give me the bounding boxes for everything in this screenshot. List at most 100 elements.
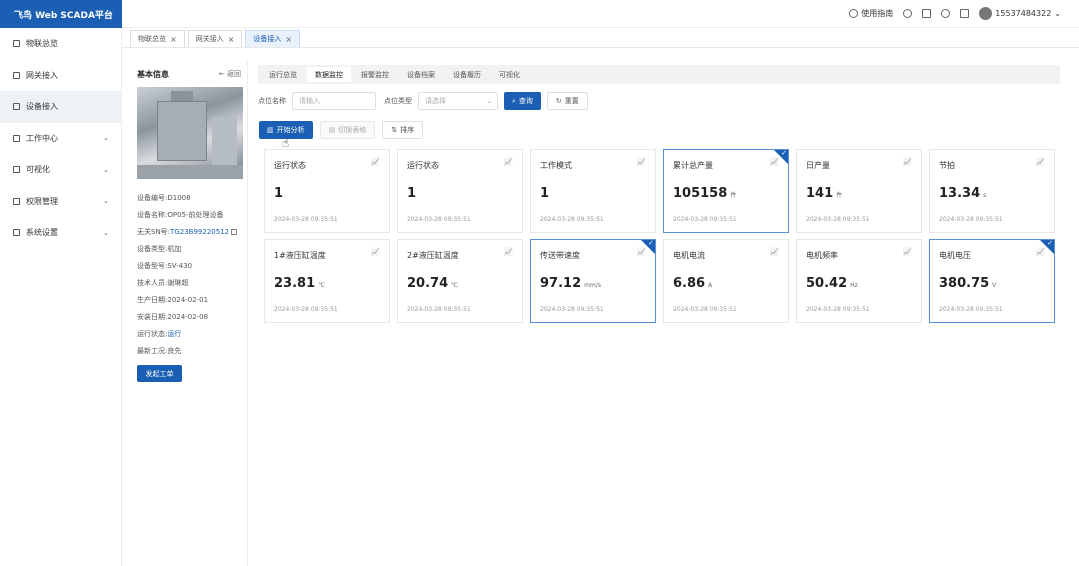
sidebar-item-6[interactable]: 系统设置 ⌄: [0, 217, 121, 249]
sub-tab-3[interactable]: 设备档案: [407, 70, 435, 79]
back-link[interactable]: ← 返回: [218, 70, 241, 78]
sidebar-item-label: 可视化: [26, 165, 50, 175]
table-icon: ▤: [328, 126, 336, 134]
trend-chart-icon[interactable]: 📈: [1036, 158, 1045, 166]
sidebar-item-3[interactable]: 工作中心 ⌄: [0, 123, 121, 155]
trend-chart-icon[interactable]: 📈: [371, 158, 380, 166]
data-card[interactable]: 电机电流 📈 6.86 A 2024-03-28 09:35:51: [663, 239, 789, 323]
trend-chart-icon[interactable]: 📈: [637, 248, 646, 256]
card-unit: ℃: [318, 282, 325, 289]
info-row: 技术人员: 谢琳超: [137, 274, 241, 291]
trend-chart-icon[interactable]: 📈: [903, 158, 912, 166]
trend-chart-icon[interactable]: 📈: [637, 158, 646, 166]
sidebar-item-label: 网关接入: [26, 70, 58, 80]
data-card[interactable]: 运行状态 📈 1 2024-03-28 09:35:51: [397, 149, 523, 233]
sub-tab-5[interactable]: 可视化: [499, 70, 520, 79]
card-value: 20.74: [407, 276, 449, 291]
sidebar-item-1[interactable]: 网关接入: [0, 60, 121, 92]
start-analysis-button[interactable]: ▥ 开始分析: [259, 121, 313, 139]
info-value: OP05-前处理设备: [167, 210, 224, 219]
sub-tab-0[interactable]: 运行总览: [269, 70, 297, 79]
create-order-button[interactable]: 发起工单: [137, 365, 182, 382]
card-timestamp: 2024-03-28 09:35:51: [673, 306, 737, 313]
data-card[interactable]: 电机频率 📈 50.42 Hz 2024-03-28 09:35:51: [796, 239, 922, 323]
hand-cursor-icon: ☝: [282, 136, 290, 150]
sub-tab-4[interactable]: 设备履历: [453, 70, 481, 79]
info-label: 设备类型:: [137, 244, 168, 253]
point-name-label: 点位名称: [258, 97, 286, 105]
card-title: 日产量: [806, 161, 830, 170]
info-row: 最新工况: 良先: [137, 342, 241, 359]
trend-chart-icon[interactable]: 📈: [504, 158, 513, 166]
copy-icon[interactable]: [231, 228, 238, 235]
info-row: 运行状态: 运行: [137, 325, 241, 342]
card-value-row: 105158 件: [673, 186, 779, 201]
trend-chart-icon[interactable]: 📈: [770, 248, 779, 256]
data-card[interactable]: 日产量 📈 141 件 2024-03-28 09:35:51: [796, 149, 922, 233]
info-value: 2024-02-01: [167, 295, 209, 304]
trend-chart-icon[interactable]: 📈: [770, 158, 779, 166]
sidebar-item-label: 物联总览: [26, 39, 58, 49]
sidebar-item-5[interactable]: 权限管理 ⌄: [0, 186, 121, 218]
data-card[interactable]: 2#液压缸温度 📈 20.74 ℃ 2024-03-28 09:35:51: [397, 239, 523, 323]
card-timestamp: 2024-03-28 09:35:51: [939, 306, 1003, 313]
sub-tab-1[interactable]: 数据监控: [307, 67, 351, 82]
trend-chart-icon[interactable]: 📈: [903, 248, 912, 256]
card-value-row: 141 件: [806, 186, 912, 201]
sidebar-item-2[interactable]: 设备接入: [0, 91, 121, 123]
info-row: 设备名称: OP05-前处理设备: [137, 206, 241, 223]
switch-table-button[interactable]: ▤ 切换表格: [319, 121, 376, 139]
card-title: 累计总产量: [673, 161, 713, 170]
info-header: 基本信息 ← 返回: [137, 61, 241, 87]
bell-icon[interactable]: [941, 9, 951, 18]
info-row: 安装日期: 2024-02-08: [137, 308, 241, 325]
data-card[interactable]: 节拍 📈 13.34 s 2024-03-28 09:35:51: [929, 149, 1055, 233]
info-label: 无关SN号:: [137, 227, 171, 236]
point-name-input[interactable]: 请输入: [292, 92, 376, 110]
reset-button[interactable]: ↻ 重置: [546, 92, 588, 110]
point-type-select[interactable]: 请选择 ⌄: [418, 92, 498, 110]
info-label: 最新工况:: [137, 346, 168, 355]
info-value[interactable]: 运行: [167, 329, 182, 338]
close-icon[interactable]: ×: [285, 34, 293, 44]
card-timestamp: 2024-03-28 09:35:51: [274, 216, 338, 223]
help-icon: [849, 9, 859, 18]
sidebar-item-label: 工作中心: [26, 133, 58, 143]
sort-button[interactable]: ⇅ 排序: [382, 121, 424, 139]
info-value[interactable]: TG23B99220512: [170, 227, 230, 236]
search-icon[interactable]: [903, 9, 913, 18]
card-value: 1: [407, 186, 417, 201]
work-icon: [13, 134, 20, 142]
search-button[interactable]: ⌕ 查询: [504, 92, 541, 110]
trend-chart-icon[interactable]: 📈: [504, 248, 513, 256]
page-tab-1[interactable]: 网关接入 ×: [187, 30, 243, 47]
page-tab-2[interactable]: 设备接入 ×: [245, 30, 301, 47]
help-link[interactable]: 使用指南: [849, 8, 893, 19]
user-menu[interactable]: 15537484322 ⌄: [979, 7, 1061, 20]
data-card[interactable]: 运行状态 📈 1 2024-03-28 09:35:51: [264, 149, 390, 233]
data-card[interactable]: ✓ 累计总产量 📈 105158 件 2024-03-28 09:35:51: [663, 149, 789, 233]
page-tab-0[interactable]: 物联总览 ×: [130, 30, 185, 47]
chevron-down-icon: ⌄: [486, 97, 492, 105]
card-timestamp: 2024-03-28 09:35:51: [274, 306, 338, 313]
chevron-down-icon: ⌄: [103, 134, 109, 143]
fullscreen-icon[interactable]: [960, 9, 970, 18]
gear-icon: [13, 229, 20, 237]
sidebar-item-label: 系统设置: [26, 228, 58, 238]
card-value-row: 380.75 V: [939, 276, 1045, 291]
card-title: 工作模式: [540, 161, 572, 170]
data-card[interactable]: ✓ 电机电压 📈 380.75 V 2024-03-28 09:35:51: [929, 239, 1055, 323]
data-card[interactable]: ✓ 传送带速度 📈 97.12 mm/s 2024-03-28 09:35:51: [530, 239, 656, 323]
close-icon[interactable]: ×: [227, 34, 235, 44]
sidebar-item-0[interactable]: 物联总览: [0, 28, 121, 60]
trend-chart-icon[interactable]: 📈: [1036, 248, 1045, 256]
trend-chart-icon[interactable]: 📈: [371, 248, 380, 256]
sidebar-item-4[interactable]: 可视化 ⌄: [0, 154, 121, 186]
close-icon[interactable]: ×: [170, 34, 177, 44]
sub-tab-2[interactable]: 报警监控: [361, 70, 389, 79]
shirt-icon[interactable]: [922, 9, 932, 18]
info-value: 良先: [167, 346, 182, 355]
data-card[interactable]: 1#液压缸温度 📈 23.81 ℃ 2024-03-28 09:35:51: [264, 239, 390, 323]
data-card[interactable]: 工作模式 📈 1 2024-03-28 09:35:51: [530, 149, 656, 233]
page-tab-label: 网关接入: [195, 35, 224, 43]
